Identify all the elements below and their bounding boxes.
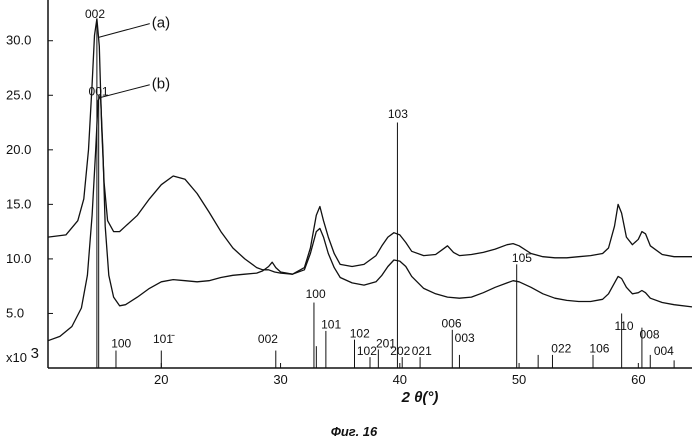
curve-label: (a) bbox=[152, 15, 170, 32]
peak-label: 002 bbox=[85, 7, 105, 21]
series-b-line bbox=[48, 95, 692, 340]
peak-label: 102 bbox=[350, 326, 370, 340]
peak-label: 106 bbox=[589, 342, 609, 356]
curve-labels: (a) (b) bbox=[98, 15, 170, 98]
leader-line bbox=[98, 24, 150, 38]
y-tick-label: 30.0 bbox=[6, 33, 31, 48]
peak-label: 022 bbox=[551, 342, 571, 356]
peak-label: 021 bbox=[412, 344, 432, 358]
x-tick-label: 20 bbox=[154, 372, 168, 387]
peak-label: 110 bbox=[614, 319, 633, 333]
y-tick-label: 20.0 bbox=[6, 142, 31, 157]
curves bbox=[48, 19, 692, 341]
x-axis-label: 2 θ(°) bbox=[401, 389, 439, 406]
peak-label: 100 bbox=[111, 336, 131, 350]
y-tick-label: 5.0 bbox=[6, 305, 24, 320]
x-tick-label: 40 bbox=[393, 372, 407, 387]
x-tick-label: 30 bbox=[273, 372, 287, 387]
peak-labels: 001002100101̄002100101102102201103202021… bbox=[85, 7, 674, 358]
peak-label: 100 bbox=[306, 287, 326, 301]
peak-label: 006 bbox=[442, 317, 462, 331]
x-tick-label: 50 bbox=[512, 372, 526, 387]
series-a-line bbox=[48, 19, 692, 274]
y-unit-exponent: 3 bbox=[31, 345, 39, 362]
peak-label: 105 bbox=[512, 251, 532, 265]
axes bbox=[48, 0, 692, 368]
peak-label: 103 bbox=[388, 107, 408, 121]
figure-caption: Фиг. 16 bbox=[331, 424, 378, 439]
reference-lines bbox=[97, 19, 674, 368]
y-unit-base: x10 bbox=[6, 350, 27, 365]
curve-label: (b) bbox=[152, 76, 170, 93]
peak-label: 101̄ bbox=[153, 332, 175, 346]
y-tick-label: 15.0 bbox=[6, 196, 31, 211]
peak-label: 102 bbox=[357, 344, 377, 358]
peak-label: 008 bbox=[640, 328, 660, 342]
x-tick-label: 60 bbox=[631, 372, 645, 387]
peak-label: 101 bbox=[321, 318, 341, 332]
peak-label: 004 bbox=[654, 344, 674, 358]
peak-label: 002 bbox=[258, 332, 278, 346]
y-tick-label: 10.0 bbox=[6, 251, 31, 266]
y-tick-label: 25.0 bbox=[6, 87, 31, 102]
peak-label: 003 bbox=[455, 331, 475, 345]
peak-label: 202 bbox=[390, 344, 410, 358]
y-unit-label: x10 3 bbox=[6, 345, 39, 365]
